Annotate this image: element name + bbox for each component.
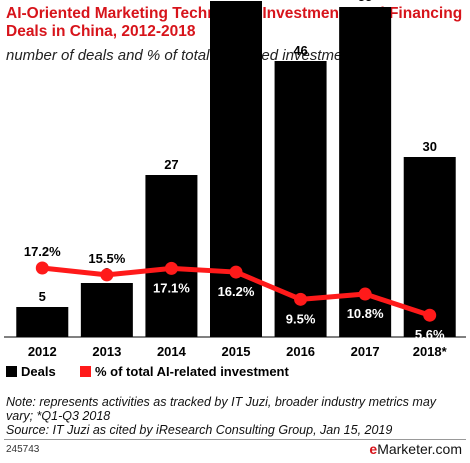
bar-label: 5	[39, 289, 46, 304]
bar-2014	[145, 175, 198, 337]
bar-2012	[16, 307, 69, 337]
x-tick-label: 2013	[92, 344, 121, 359]
line-point	[164, 261, 178, 275]
legend-swatch-deals	[6, 366, 17, 377]
bar-label: 30	[422, 139, 436, 154]
x-tick-label: 2015	[222, 344, 251, 359]
line-label: 9.5%	[286, 311, 316, 326]
footer-divider	[4, 439, 466, 440]
bar-label: 46	[293, 43, 307, 58]
emarketer-logo: eMarketer.com	[369, 441, 462, 457]
line-label: 15.5%	[88, 251, 125, 266]
chart-subtitle: number of deals and % of total AI-relate…	[6, 47, 355, 64]
line-label: 5.6%	[415, 327, 445, 342]
legend-swatch-percent	[80, 366, 91, 377]
legend-label-deals: Deals	[21, 364, 56, 379]
x-tick-label: 2017	[351, 344, 380, 359]
line-label: 10.8%	[347, 306, 384, 321]
x-tick-label: 2018*	[413, 344, 448, 359]
line-point	[100, 268, 114, 282]
line-point	[229, 265, 243, 279]
line-point	[423, 308, 437, 322]
x-tick-label: 2014	[157, 344, 187, 359]
bar-label: 55	[358, 0, 372, 4]
chart-id: 245743	[6, 444, 40, 455]
line-point	[294, 292, 308, 306]
bar-2017	[339, 7, 392, 337]
x-tick-label: 2012	[28, 344, 57, 359]
chart-note: Note: represents activities as tracked b…	[6, 395, 437, 423]
bar-label: 27	[164, 157, 178, 172]
chart-source: Source: IT Juzi as cited by iResearch Co…	[6, 423, 393, 437]
line-label: 16.2%	[218, 284, 255, 299]
bar-2013	[80, 283, 133, 337]
chart: 59275646553017.2%15.5%17.1%16.2%9.5%10.8…	[4, 0, 466, 379]
line-label: 17.1%	[153, 280, 190, 295]
x-tick-label: 2016	[286, 344, 315, 359]
line-label: 17.2%	[24, 244, 61, 259]
legend-label-percent: % of total AI-related investment	[95, 364, 289, 379]
line-point	[358, 287, 372, 301]
line-point	[35, 261, 49, 275]
